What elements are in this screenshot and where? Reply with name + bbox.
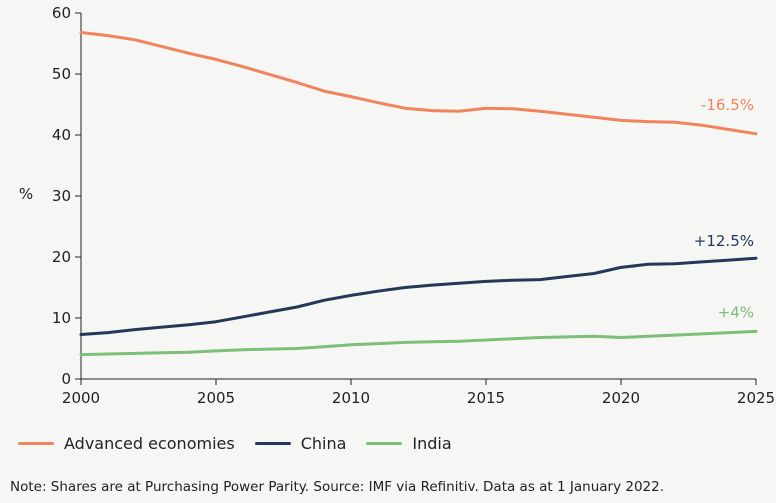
y-tick-label: 50 bbox=[52, 65, 71, 83]
y-tick-label: 30 bbox=[52, 187, 71, 205]
source-note: Note: Shares are at Purchasing Power Par… bbox=[10, 479, 665, 495]
legend-item-china: China bbox=[254, 434, 347, 453]
legend-swatch-advanced-economies bbox=[18, 442, 54, 445]
series-line-advanced-economies bbox=[79, 31, 758, 136]
legend: Advanced economies China India bbox=[18, 434, 452, 453]
end-label-china: +12.5% bbox=[694, 232, 754, 250]
y-tick-label: 10 bbox=[52, 309, 71, 327]
series-line-india bbox=[79, 329, 758, 357]
end-label-india: +4% bbox=[718, 303, 754, 321]
plot-area bbox=[79, 31, 758, 357]
end-label-advanced-economies: -16.5% bbox=[701, 96, 754, 114]
legend-label-advanced-economies: Advanced economies bbox=[64, 434, 235, 453]
axes: 0 10 20 30 40 50 60 2000 2005 2010 2015 2020 2025% bbox=[19, 4, 775, 407]
x-tick-label: 2010 bbox=[332, 389, 370, 407]
end-labels: -16.5% +12.5% +4% bbox=[694, 96, 754, 322]
legend-item-advanced-economies: Advanced economies bbox=[18, 434, 235, 453]
series-line-china bbox=[79, 256, 758, 336]
y-tick-label: 0 bbox=[61, 370, 71, 388]
legend-swatch-china bbox=[254, 442, 291, 445]
x-tick-label: 2025 bbox=[737, 389, 775, 407]
legend-label-china: China bbox=[300, 434, 347, 453]
x-tick-label: 2005 bbox=[197, 389, 235, 407]
x-tick-label: 2020 bbox=[602, 389, 640, 407]
x-tick-label: 2000 bbox=[62, 389, 100, 407]
y-axis-label: % bbox=[19, 185, 33, 203]
legend-item-india: India bbox=[366, 434, 452, 453]
y-tick-label: 20 bbox=[52, 248, 71, 266]
legend-swatch-india bbox=[366, 442, 403, 445]
legend-label-india: India bbox=[412, 434, 452, 453]
y-tick-label: 60 bbox=[52, 4, 71, 22]
y-tick-label: 40 bbox=[52, 126, 71, 144]
x-tick-label: 2015 bbox=[467, 389, 505, 407]
line-chart: 0 10 20 30 40 50 60 2000 2005 2010 2015 2020 2025% -… bbox=[19, 4, 775, 407]
